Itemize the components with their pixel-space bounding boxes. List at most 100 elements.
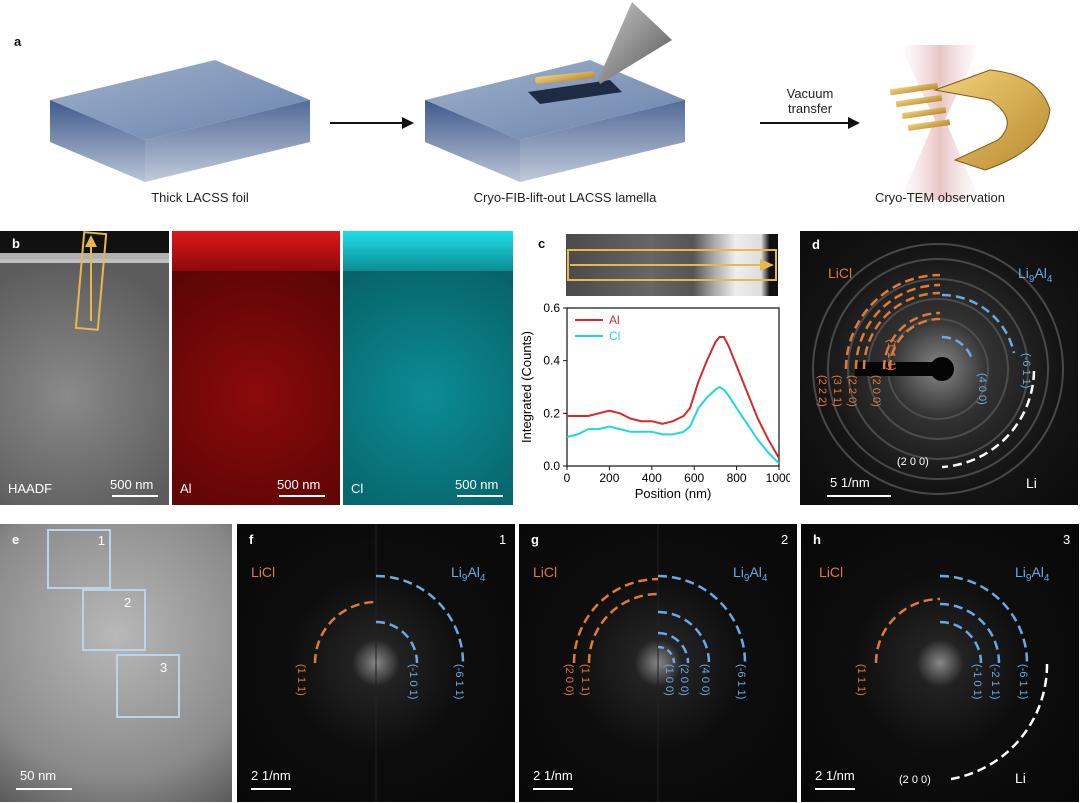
licl-index: (1 1 1) xyxy=(295,664,307,696)
li9al4-al: Al xyxy=(1034,265,1047,281)
scale-label: 50 nm xyxy=(20,768,57,783)
caption-cryo-tem: Cryo-TEM observation xyxy=(874,190,1006,205)
li9al4-al: Al xyxy=(1031,564,1044,580)
scale-label: 2 1/nm xyxy=(251,768,291,783)
licl-index: (2 0 0) xyxy=(563,664,575,696)
region-label: 3 xyxy=(160,660,168,675)
y-tick-label: 0.0 xyxy=(543,459,560,473)
panel-label-d: d xyxy=(812,237,820,252)
licl-index: (1 1 1) xyxy=(579,664,591,696)
li9al4-sub9: 9 xyxy=(461,572,468,584)
li9al4-sub4: 4 xyxy=(1043,572,1050,584)
scale-bar xyxy=(251,788,291,790)
li-index: (2 0 0) xyxy=(899,774,931,786)
li9al4-index: (1 0 0) xyxy=(663,664,675,696)
legend-label: Cl xyxy=(609,329,620,343)
licl-index: (2 0 0) xyxy=(870,375,882,407)
scale-label: 500 nm xyxy=(455,477,499,492)
caption-thick-foil: Thick LACSS foil xyxy=(151,190,249,205)
li9al4-index: (-6 1 1) xyxy=(453,664,465,700)
series-line-cl xyxy=(566,385,780,465)
li9al4-index: (-6 1 1) xyxy=(1020,353,1032,389)
region-box-3: 3 xyxy=(116,654,180,718)
tem-image-e: e 1 2 3 50 nm xyxy=(0,524,232,802)
li9al4-li: Li xyxy=(1018,265,1029,281)
region-label: 2 xyxy=(124,595,132,610)
fft-pattern-g: g 2 LiCl Li9Al4 (2 0 0) (1 1 1) (1 0 0) … xyxy=(519,524,797,802)
licl-index: (2 2 0) xyxy=(846,375,858,407)
li9al4-sub4: 4 xyxy=(761,572,768,584)
scale-label: 500 nm xyxy=(277,477,321,492)
licl-index: (3 1 1) xyxy=(831,375,843,407)
lamella-block xyxy=(425,2,685,182)
legend-label: Al xyxy=(609,313,620,327)
region-box-1: 1 xyxy=(47,529,111,589)
haadf-image: HAADF 500 nm xyxy=(0,231,169,505)
fft-pattern-h: h 3 LiCl Li9Al4 (1 1 1) (-1 0 1) (-2 1 1… xyxy=(801,524,1079,802)
y-axis-label: Integrated (Counts) xyxy=(519,331,534,443)
li-label: Li xyxy=(1015,770,1026,786)
panel-label-h: h xyxy=(813,532,821,547)
licl-index: (2 2 2) xyxy=(816,375,828,407)
licl-label: LiCl xyxy=(533,564,558,580)
scale-label: 500 nm xyxy=(110,477,154,492)
panel-label-f: f xyxy=(249,532,254,547)
panel-label-b: b xyxy=(12,236,20,251)
licl-index: (1 1 1) xyxy=(855,664,867,696)
y-tick-label: 0.4 xyxy=(543,354,560,368)
licl-index: (1 1 1) xyxy=(885,339,897,371)
scale-bar xyxy=(457,495,503,497)
scale-bar xyxy=(112,495,158,497)
panel-label-g: g xyxy=(531,532,539,547)
line-scan-strip xyxy=(566,234,778,296)
scale-bar xyxy=(815,788,855,790)
corner-index: 3 xyxy=(1063,532,1071,547)
li9al4-sub9: 9 xyxy=(743,572,750,584)
thick-foil-block xyxy=(50,60,310,182)
li9al4-label: Li9Al4 xyxy=(733,564,767,584)
li9al4-index: (4 0 0) xyxy=(976,373,988,405)
scale-label: 2 1/nm xyxy=(815,768,855,783)
licl-label: LiCl xyxy=(828,265,853,281)
diffraction-pattern-d: d LiCl Li9Al4 (2 2 2) (3 1 1) (2 2 0) (2… xyxy=(800,231,1078,505)
scale-label: 5 1/nm xyxy=(830,475,870,490)
x-axis-label: Position (nm) xyxy=(635,486,712,501)
li9al4-al: Al xyxy=(749,564,762,580)
li9al4-index: (-1 0 1) xyxy=(971,664,983,700)
al-label: Al xyxy=(180,481,192,496)
li9al4-sub9: 9 xyxy=(1025,572,1032,584)
region-box-2: 2 xyxy=(82,589,146,651)
series-line-al xyxy=(567,336,780,459)
x-tick-label: 200 xyxy=(599,471,619,485)
licl-label: LiCl xyxy=(251,564,276,580)
scale-bar xyxy=(533,788,573,790)
li9al4-li: Li xyxy=(733,564,744,580)
panel-label-e: e xyxy=(12,532,20,547)
li9al4-li: Li xyxy=(451,564,462,580)
al-map-image: Al 500 nm xyxy=(172,231,340,505)
li9al4-index: (2 0 0) xyxy=(678,664,690,696)
scale-bar xyxy=(827,495,891,497)
tem-grid-icon xyxy=(889,69,1051,171)
y-tick-label: 0.6 xyxy=(543,301,560,315)
li9al4-index: (-2 1 1) xyxy=(989,664,1001,700)
scale-bar xyxy=(16,788,72,790)
line-chart: 0 200 400 600 800 1000 0.0 0.2 0.4 0.6 Al Cl Positio… xyxy=(519,301,790,501)
plot-frame xyxy=(566,307,780,467)
li9al4-sub4: 4 xyxy=(1046,273,1053,285)
cl-map-image: Cl 500 nm xyxy=(343,231,513,505)
corner-index: 1 xyxy=(499,532,507,547)
li9al4-al: Al xyxy=(467,564,480,580)
vacuum-label: Vacuum xyxy=(786,86,834,101)
li9al4-index: (4 0 0) xyxy=(699,664,711,696)
transfer-label: transfer xyxy=(787,101,833,116)
vacuum-transfer-label: Vacuum transfer xyxy=(770,86,850,116)
panel-label-a: a xyxy=(14,34,22,49)
cl-label: Cl xyxy=(351,481,364,496)
fft-pattern-f: f 1 LiCl Li9Al4 (1 1 1) (-1 0 1) (-6 1 1… xyxy=(237,524,515,802)
li9al4-index: (-1 0 1) xyxy=(407,664,419,700)
li9al4-sub9: 9 xyxy=(1028,273,1035,285)
li9al4-index: (-6 1 1) xyxy=(735,664,747,700)
li9al4-index: (-6 1 1) xyxy=(1017,664,1029,700)
x-tick-label: 600 xyxy=(684,471,704,485)
